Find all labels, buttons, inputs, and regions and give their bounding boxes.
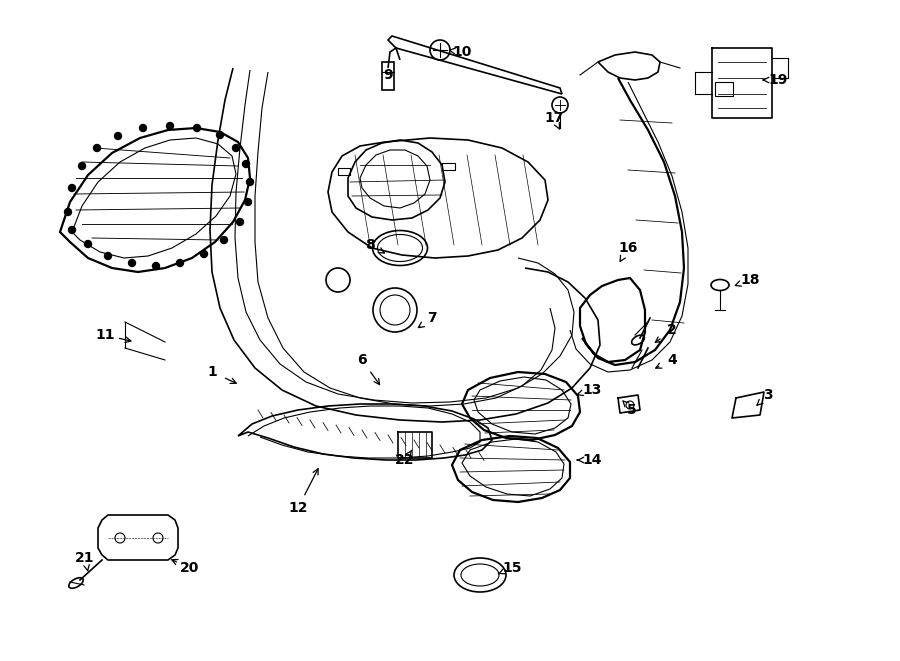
Text: 13: 13 (582, 383, 602, 397)
Circle shape (152, 262, 159, 270)
Text: 21: 21 (76, 551, 94, 565)
Bar (715, 82, 733, 96)
Circle shape (237, 219, 244, 225)
Circle shape (104, 253, 112, 260)
Text: 12: 12 (288, 501, 308, 515)
Text: 3: 3 (763, 388, 773, 402)
Circle shape (232, 145, 239, 151)
Circle shape (247, 178, 254, 186)
Text: 5: 5 (627, 403, 637, 417)
Text: 1: 1 (207, 365, 217, 379)
Text: 22: 22 (395, 453, 415, 467)
Text: 19: 19 (769, 73, 788, 87)
Circle shape (129, 260, 136, 266)
Circle shape (220, 237, 228, 243)
Circle shape (166, 122, 174, 130)
Circle shape (85, 241, 92, 247)
Text: 2: 2 (667, 323, 677, 337)
Text: 10: 10 (453, 45, 472, 59)
Text: 4: 4 (667, 353, 677, 367)
Text: 9: 9 (383, 68, 392, 82)
Circle shape (94, 145, 101, 151)
Circle shape (68, 227, 76, 233)
Circle shape (78, 163, 86, 169)
Text: 15: 15 (502, 561, 522, 575)
Text: 17: 17 (544, 111, 563, 125)
Circle shape (176, 260, 184, 266)
Text: 14: 14 (582, 453, 602, 467)
Circle shape (217, 132, 223, 139)
Circle shape (242, 161, 249, 167)
Circle shape (140, 124, 147, 132)
Text: 7: 7 (428, 311, 436, 325)
Text: 11: 11 (95, 328, 115, 342)
Text: 18: 18 (740, 273, 760, 287)
Circle shape (114, 132, 122, 139)
Circle shape (194, 124, 201, 132)
Circle shape (65, 208, 71, 215)
Text: 6: 6 (357, 353, 367, 367)
Circle shape (245, 198, 251, 206)
Bar (382, 62, 394, 90)
Text: 8: 8 (365, 238, 375, 252)
Circle shape (68, 184, 76, 192)
Text: 16: 16 (618, 241, 638, 255)
Circle shape (201, 251, 208, 258)
Text: 20: 20 (180, 561, 200, 575)
